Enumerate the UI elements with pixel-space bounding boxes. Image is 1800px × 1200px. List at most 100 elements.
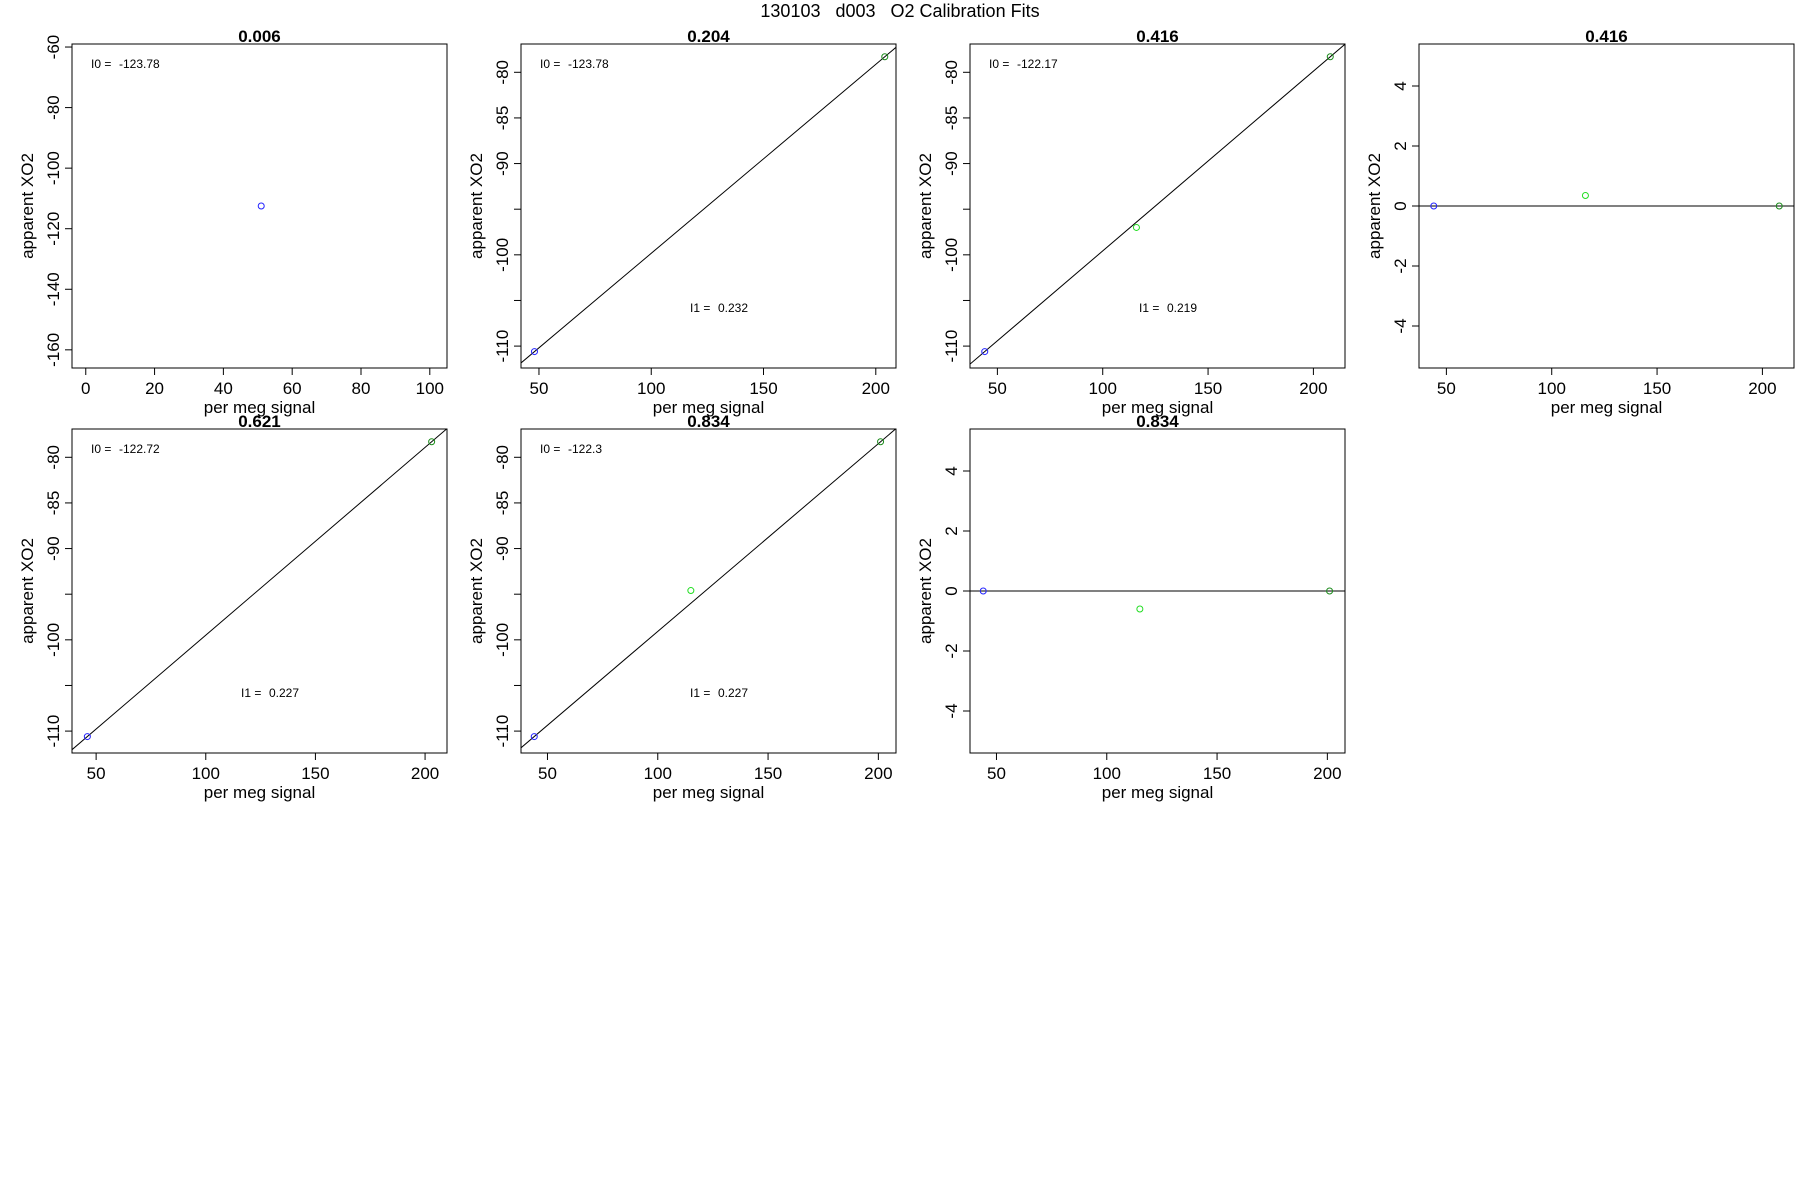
y-tick-label: -4 — [1391, 318, 1410, 333]
x-tick-label: 150 — [1194, 379, 1222, 398]
y-tick-label: -90 — [44, 536, 63, 561]
x-tick-label: 200 — [1313, 764, 1341, 783]
panel-2: 0.204 50 100 150 200 -80 -85 -90 -100 -110 per meg… — [467, 27, 897, 417]
y-axis-label: apparent XO2 — [467, 538, 486, 644]
annotation-label-i1: I1 = — [241, 686, 261, 700]
x-axis-label: per meg signal — [204, 398, 316, 417]
panel-title: 0.834 — [687, 412, 730, 431]
panel-1: 0.006 0 20 40 60 80 100 -60 -80 -100 -120 -140 -160 p… — [18, 27, 448, 417]
x-tick-label: 200 — [1299, 379, 1327, 398]
panel-title: 0.006 — [238, 27, 281, 46]
x-axis-label: per meg signal — [1102, 398, 1214, 417]
figure-title: 130103 d003 O2 Calibration Fits — [760, 1, 1040, 21]
annotation-value-i1: 0.227 — [269, 686, 299, 700]
plot-area — [521, 46, 896, 364]
annotation-value-i1: 0.232 — [718, 301, 748, 315]
x-axis-label: per meg signal — [653, 398, 765, 417]
plot-area — [970, 587, 1345, 613]
data-point — [428, 438, 436, 446]
y-tick-label: -110 — [942, 330, 961, 363]
y-tick-label: 4 — [942, 466, 961, 475]
x-tick-label: 100 — [1093, 764, 1121, 783]
y-tick-label: 2 — [942, 526, 961, 535]
x-axis-label: per meg signal — [204, 783, 316, 802]
data-point — [1326, 587, 1334, 595]
x-tick-label: 100 — [1538, 379, 1566, 398]
fit-line — [72, 429, 447, 751]
annotation-label-i1: I1 = — [690, 301, 710, 315]
x-tick-label: 50 — [987, 764, 1006, 783]
data-point — [83, 733, 91, 741]
panel-5: 0.621 50 100 150 200 -80 -85 -90 -100 -110 per meg… — [18, 412, 448, 802]
x-tick-label: 60 — [283, 379, 302, 398]
x-tick-label: 20 — [145, 379, 164, 398]
data-point — [877, 438, 885, 446]
x-tick-label: 80 — [352, 379, 371, 398]
y-tick-label: -100 — [44, 623, 63, 657]
plot-frame — [520, 428, 897, 754]
y-axis-label: apparent XO2 — [916, 153, 935, 259]
plot-area — [257, 202, 265, 210]
annotation-label-i0: I0 = — [540, 57, 560, 71]
y-axis-label: apparent XO2 — [18, 538, 37, 644]
annotation-value-i0: -122.72 — [119, 442, 160, 456]
x-tick-label: 40 — [214, 379, 233, 398]
x-axis-label: per meg signal — [1102, 783, 1214, 802]
data-point — [257, 202, 265, 210]
x-tick-label: 100 — [637, 379, 665, 398]
fit-line — [970, 44, 1345, 365]
y-tick-label: 0 — [942, 586, 961, 595]
x-tick-label: 150 — [1203, 764, 1231, 783]
y-tick-label: -80 — [493, 60, 512, 85]
data-point — [979, 587, 987, 595]
data-point — [1775, 202, 1783, 210]
x-tick-label: 100 — [1089, 379, 1117, 398]
y-tick-label: 0 — [1391, 201, 1410, 210]
plot-area — [521, 429, 896, 749]
x-axis-label: per meg signal — [653, 783, 765, 802]
x-tick-label: 200 — [864, 764, 892, 783]
y-tick-label: -4 — [942, 703, 961, 718]
plot-frame — [520, 43, 897, 369]
data-point — [530, 348, 538, 356]
y-tick-label: -110 — [493, 330, 512, 363]
y-axis-label: apparent XO2 — [1365, 153, 1384, 259]
x-tick-label: 0 — [81, 379, 90, 398]
panel-7: 0.834 50 100 150 200 4 2 0 -2 -4 per meg signal app… — [916, 412, 1346, 802]
annotation-value-i0: -122.3 — [568, 442, 602, 456]
y-tick-label: -90 — [493, 536, 512, 561]
fit-line — [521, 46, 896, 364]
panel-title: 0.204 — [687, 27, 730, 46]
y-tick-label: -140 — [44, 272, 63, 306]
y-axis-label: apparent XO2 — [467, 153, 486, 259]
fit-line — [521, 429, 896, 749]
annotation-value-i1: 0.219 — [1167, 301, 1197, 315]
annotation-value-i0: -123.78 — [119, 57, 160, 71]
annotation-label-i0: I0 = — [989, 57, 1009, 71]
data-point — [1581, 192, 1589, 199]
data-point — [687, 587, 695, 595]
x-tick-label: 150 — [301, 764, 329, 783]
annotation-label-i0: I0 = — [91, 442, 111, 456]
plot-area — [970, 44, 1345, 365]
x-axis-label: per meg signal — [1551, 398, 1663, 417]
panel-4: 0.416 50 100 150 200 4 2 0 -2 -4 per meg signal app… — [1365, 27, 1795, 417]
x-tick-label: 150 — [749, 379, 777, 398]
y-tick-label: -80 — [44, 445, 63, 470]
data-point — [881, 53, 889, 61]
x-tick-label: 200 — [1748, 379, 1776, 398]
annotation-label-i0: I0 = — [91, 57, 111, 71]
y-tick-label: -85 — [493, 106, 512, 131]
y-tick-label: -80 — [942, 60, 961, 85]
panel-title: 0.834 — [1136, 412, 1179, 431]
x-tick-label: 50 — [538, 764, 557, 783]
panel-3: 0.416 50 100 150 200 -80 -85 -90 -100 -110 per meg… — [916, 27, 1346, 417]
x-tick-label: 50 — [988, 379, 1007, 398]
y-tick-label: -85 — [44, 491, 63, 516]
x-tick-label: 150 — [1643, 379, 1671, 398]
panel-title: 0.416 — [1136, 27, 1179, 46]
y-tick-label: 2 — [1391, 141, 1410, 150]
y-tick-label: -110 — [44, 715, 63, 748]
annotation-value-i1: 0.227 — [718, 686, 748, 700]
